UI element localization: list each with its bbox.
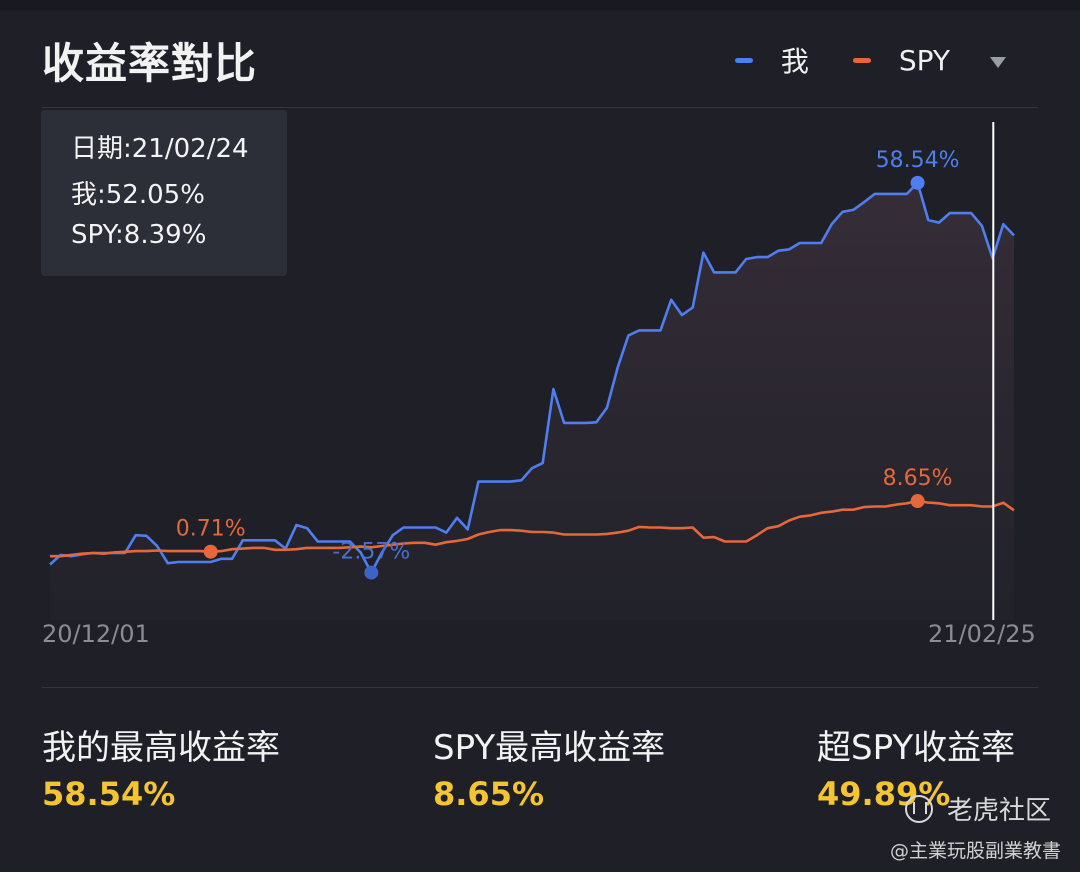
x-tick-end: 21/02/25 [928,620,1036,648]
tooltip-date: 日期:21/02/24 [71,134,249,164]
x-tick-start: 20/12/01 [42,620,150,648]
series-area-mine [50,182,1014,621]
watermark-text: 老虎社区 [947,796,1052,826]
stat-spy-max: SPY最高收益率 8.65% [433,720,665,813]
annotation-dot [910,175,925,190]
annotation-label: 58.54% [876,148,960,173]
legend-label-mine: 我 [780,45,809,78]
legend-swatch-mine [734,57,753,63]
legend[interactable]: 我 SPY [734,40,1006,80]
credit: @主業玩股副業教書 [890,840,1062,862]
annotation-dot [364,565,379,580]
chevron-down-icon[interactable] [990,56,1006,68]
tooltip-mine: 我:52.05% [71,180,205,210]
stat-label: 我的最高收益率 [42,728,280,768]
annotation-label: -2.57% [332,540,410,565]
stat-my-max: 我的最高收益率 58.54% [42,720,280,813]
top-bar [0,0,1080,10]
tooltip: 日期:21/02/24 我:52.05% SPY:8.39% [41,110,287,276]
line-chart[interactable]: 0.71% 8.65% 58.54% -2.57% [0,0,1080,680]
annotation-dot [910,494,925,509]
stat-value: 58.54% [42,775,176,813]
series-line-mine [49,181,1015,574]
tooltip-spy: SPY:8.39% [71,220,207,250]
legend-item-mine[interactable]: 我 [734,40,809,80]
divider [42,687,1038,688]
tiger-logo-icon [905,794,933,823]
legend-label-spy: SPY [898,43,950,77]
stat-label: 超SPY收益率 [817,728,1016,768]
stat-value: 8.65% [433,775,545,813]
divider [42,107,1038,108]
legend-item-spy[interactable]: SPY [852,43,950,77]
stat-label: SPY最高收益率 [433,728,666,768]
legend-swatch-spy [852,57,871,63]
annotation-dot [203,544,218,559]
annotation-label: 8.65% [883,466,953,491]
watermark: 老虎社区 [905,790,1051,827]
chart-title: 收益率對比 [42,39,258,88]
annotation-label: 0.71% [176,517,246,542]
